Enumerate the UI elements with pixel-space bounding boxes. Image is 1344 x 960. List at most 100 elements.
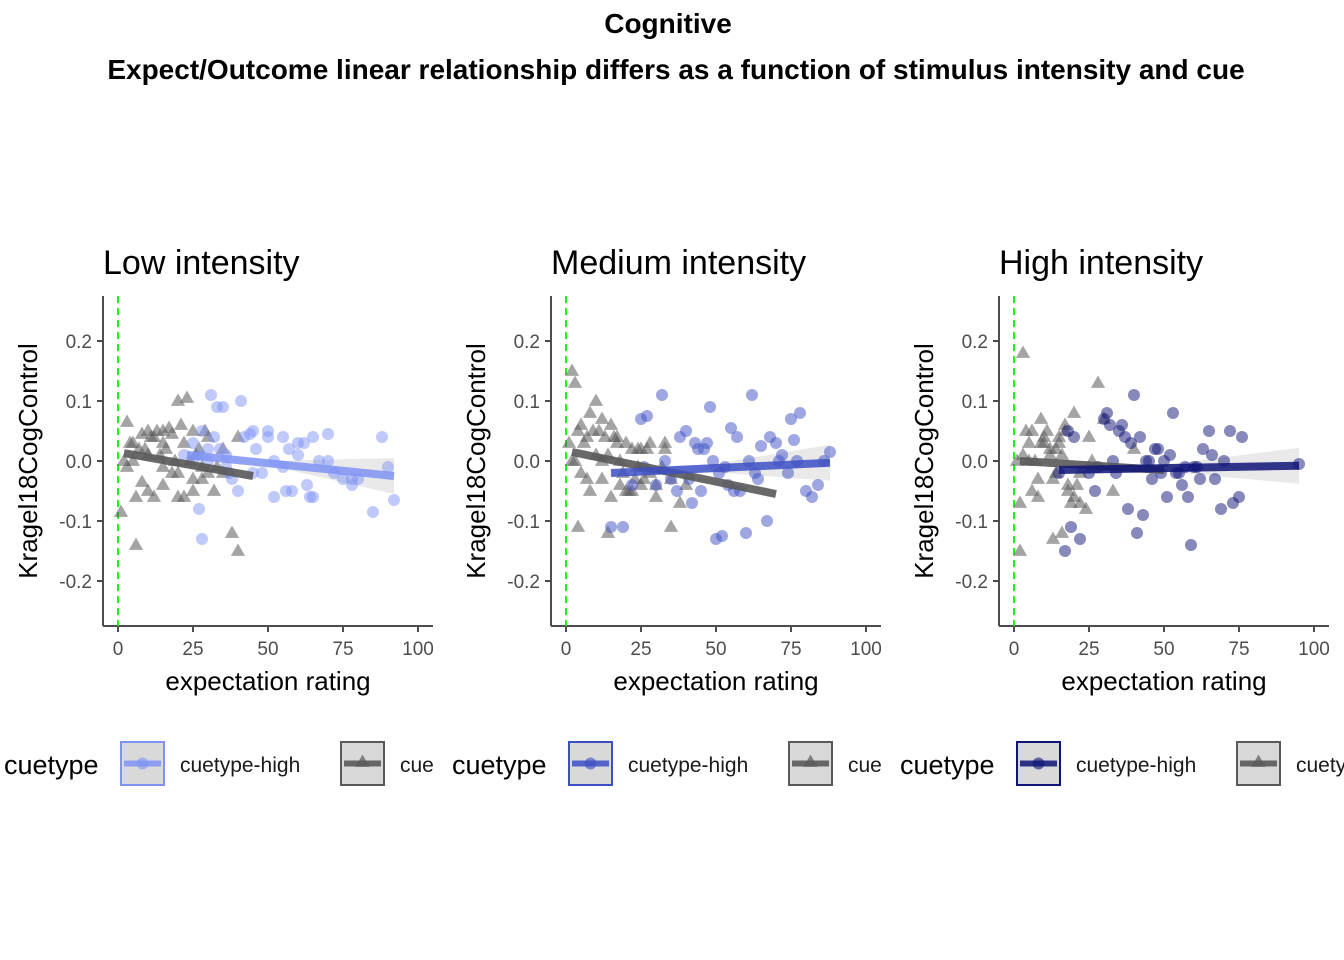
data-point-cuetype-high — [307, 431, 319, 443]
data-point-cue — [573, 465, 589, 478]
data-point-cue — [597, 429, 613, 442]
data-point-cue — [1015, 345, 1031, 358]
data-point-cuetype-high — [1065, 521, 1077, 533]
data-point-cuetype-high — [785, 413, 797, 425]
data-point-cue — [224, 525, 240, 538]
data-point-cuetype-high — [788, 434, 800, 446]
data-point-cue — [579, 471, 595, 484]
legend-key-marker — [1032, 757, 1045, 770]
y-axis-label: Kragel18CogControl — [13, 343, 43, 579]
legend-title: cuetype — [900, 750, 995, 780]
panel-title: Medium intensity — [551, 244, 806, 282]
legend-key-marker — [584, 757, 597, 770]
data-point-cuetype-high — [752, 473, 764, 485]
data-point-cuetype-high — [277, 431, 289, 443]
data-point-cue — [1033, 411, 1049, 424]
data-point-cuetype-high — [322, 428, 334, 440]
data-point-cuetype-high — [388, 494, 400, 506]
x-tick-label: 0 — [1009, 639, 1020, 660]
data-point-cuetype-high — [283, 443, 295, 455]
data-point-cue — [1042, 447, 1058, 460]
data-point-cuetype-high — [256, 467, 268, 479]
data-point-cuetype-high — [1194, 473, 1206, 485]
data-point-cue — [176, 489, 192, 502]
data-point-cuetype-high — [1131, 527, 1143, 539]
data-point-cuetype-high — [794, 407, 806, 419]
data-point-cue — [1024, 423, 1040, 436]
legend-key-marker — [1251, 754, 1266, 767]
data-point-cuetype-high — [725, 422, 737, 434]
y-tick-label: -0.1 — [59, 512, 92, 533]
legend-title: cuetype — [4, 750, 99, 780]
data-point-cue — [146, 489, 162, 502]
data-point-cue — [588, 393, 604, 406]
y-tick-label: -0.2 — [955, 572, 988, 593]
x-tick-label: 50 — [705, 639, 726, 660]
y-tick-label: 0.2 — [514, 332, 540, 353]
data-point-cue — [173, 417, 189, 430]
data-point-cue — [1090, 375, 1106, 388]
data-point-cuetype-high — [1122, 503, 1134, 515]
data-point-cue — [1021, 435, 1037, 448]
fit-line-cue — [123, 449, 254, 480]
legend-key-cue — [340, 741, 385, 786]
data-point-cuetype-high — [196, 533, 208, 545]
legend-label-cuetype-high: cuetype-high — [628, 754, 748, 777]
data-point-cue — [648, 489, 664, 502]
data-point-cuetype-high — [1164, 449, 1176, 461]
x-tick-label: 100 — [850, 639, 882, 660]
data-point-cuetype-high — [322, 455, 334, 467]
data-point-cue — [1012, 543, 1028, 556]
y-tick-label: -0.2 — [59, 572, 92, 593]
data-point-cue — [1105, 483, 1121, 496]
data-point-cuetype-high — [1236, 431, 1248, 443]
y-axis-label: Kragel18CogControl — [461, 343, 491, 579]
x-axis-label: expectation rating — [165, 666, 370, 696]
data-point-cue — [582, 405, 598, 418]
legend-label-cue: cue — [400, 754, 434, 777]
data-point-cue — [122, 435, 138, 448]
data-point-cue — [128, 537, 144, 550]
data-point-cue — [594, 471, 610, 484]
panel-title: Low intensity — [103, 244, 300, 282]
legend-key-marker — [136, 757, 149, 770]
data-point-cuetype-high — [292, 449, 304, 461]
data-point-cuetype-high — [382, 461, 394, 473]
data-point-cuetype-high — [824, 446, 836, 458]
data-point-cuetype-high — [232, 485, 244, 497]
data-point-cuetype-high — [217, 401, 229, 413]
fit-line-cuetype-high — [610, 458, 831, 477]
y-tick-label: -0.1 — [507, 512, 540, 533]
x-tick-label: 0 — [113, 639, 124, 660]
data-point-cue — [179, 390, 195, 403]
legend-panel-3: cuetype cuetype-high cuety — [900, 741, 1344, 786]
data-point-cue — [155, 477, 171, 490]
data-point-cuetype-high — [280, 485, 292, 497]
legend-key-cue — [1236, 741, 1281, 786]
x-tick-label: 25 — [182, 639, 203, 660]
panel-title: High intensity — [999, 244, 1203, 282]
data-point-cuetype-high — [1146, 473, 1158, 485]
data-point-cuetype-high — [1059, 545, 1071, 557]
data-point-cue — [672, 495, 688, 508]
data-point-cue — [570, 423, 586, 436]
data-point-cuetype-high — [1152, 443, 1164, 455]
data-point-cuetype-high — [193, 503, 205, 515]
data-point-cuetype-high — [307, 491, 319, 503]
data-point-cue — [564, 453, 580, 466]
data-point-cue — [663, 519, 679, 532]
data-point-cuetype-high — [650, 479, 662, 491]
legend-label-cuetype-high: cuetype-high — [180, 754, 300, 777]
data-point-cue — [1030, 471, 1046, 484]
data-point-cuetype-high — [337, 473, 349, 485]
legend-key-cue — [788, 741, 833, 786]
data-point-cue — [185, 483, 201, 496]
data-point-cue — [1030, 489, 1046, 502]
y-tick-label: -0.2 — [507, 572, 540, 593]
data-point-cuetype-high — [268, 491, 280, 503]
data-point-cue — [206, 483, 222, 496]
data-point-cue — [1012, 495, 1028, 508]
data-point-cuetype-high — [731, 431, 743, 443]
x-tick-label: 25 — [630, 639, 651, 660]
